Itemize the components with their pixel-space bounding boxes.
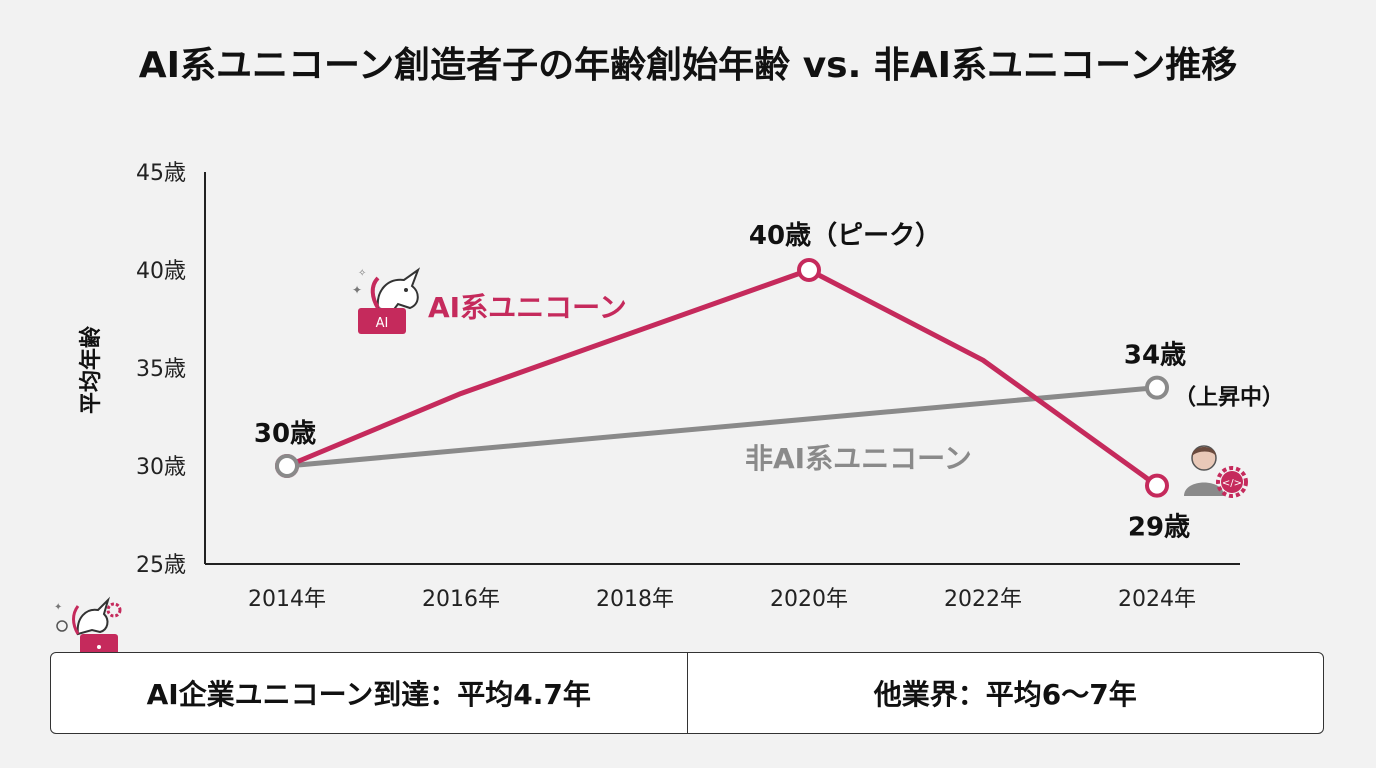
non-ai-series-line <box>284 385 1160 469</box>
svg-text:✧: ✧ <box>358 268 366 279</box>
person-gear-icon: </> <box>1184 445 1248 498</box>
svg-text:</>: </> <box>1222 478 1242 489</box>
ai-series-point <box>797 258 821 282</box>
unicorn-laptop-icon: AI ✦ ✧ <box>352 267 421 334</box>
data-label-2014: 30歳 <box>254 419 316 449</box>
chart-title: AI系ユニコーン創造者子の年齢創始年齢 vs. 非AI系ユニコーン推移 <box>138 45 1238 86</box>
svg-text:✦: ✦ <box>54 602 62 613</box>
x-tick-label: 2020年 <box>770 587 848 612</box>
x-tick-label: 2014年 <box>248 587 326 612</box>
x-tick-label: 2016年 <box>422 587 500 612</box>
data-label-2020-peak: 40歳（ピーク） <box>749 221 941 251</box>
svg-text:✦: ✦ <box>352 283 362 297</box>
x-tick-label: 2018年 <box>596 587 674 612</box>
ai-series-label: AI系ユニコーン <box>428 291 627 324</box>
summary-box: AI企業ユニコーン到達：平均4.7年 他業界：平均6〜7年 <box>50 652 1324 734</box>
unicorn-gear-icon: ✦ <box>54 596 122 660</box>
non-ai-series-point <box>275 454 299 478</box>
y-tick-label: 40歳 <box>136 259 186 284</box>
ai-series-point <box>1145 473 1169 498</box>
data-label-2024-non-ai: 34歳 <box>1124 341 1186 371</box>
non-ai-series-label: 非AI系ユニコーン <box>745 442 972 475</box>
x-tick-label: 2022年 <box>944 587 1022 612</box>
data-label-2024-ai: 29歳 <box>1128 513 1190 543</box>
y-tick-label: 45歳 <box>136 161 186 186</box>
y-axis-label: 平均年齢 <box>78 325 104 414</box>
non-ai-series-point <box>1145 375 1169 400</box>
x-tick-label: 2024年 <box>1118 587 1196 612</box>
y-tick-label: 35歳 <box>136 357 186 382</box>
y-tick-label: 25歳 <box>136 553 186 578</box>
summary-other-industries: 他業界：平均6〜7年 <box>686 653 1324 733</box>
svg-text:AI: AI <box>376 316 389 331</box>
data-label-rising: （上昇中） <box>1174 386 1284 411</box>
summary-ai-unicorn: AI企業ユニコーン到達：平均4.7年 <box>146 678 591 711</box>
y-tick-label: 30歳 <box>136 455 186 480</box>
